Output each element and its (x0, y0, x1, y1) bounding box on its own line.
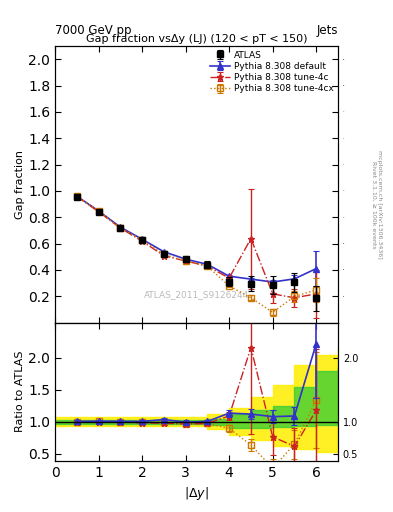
X-axis label: $|\Delta y|$: $|\Delta y|$ (184, 485, 209, 502)
Title: Gap fraction vsΔy (LJ) (120 < pT < 150): Gap fraction vsΔy (LJ) (120 < pT < 150) (86, 34, 307, 44)
Text: 7000 GeV pp: 7000 GeV pp (55, 24, 132, 37)
Text: ATLAS_2011_S9126244: ATLAS_2011_S9126244 (144, 290, 249, 300)
Y-axis label: Gap fraction: Gap fraction (15, 150, 25, 219)
Y-axis label: Ratio to ATLAS: Ratio to ATLAS (15, 351, 26, 433)
Legend: ATLAS, Pythia 8.308 default, Pythia 8.308 tune-4c, Pythia 8.308 tune-4cx: ATLAS, Pythia 8.308 default, Pythia 8.30… (208, 49, 335, 95)
Text: Rivet 3.1.10, ≥ 100k events: Rivet 3.1.10, ≥ 100k events (371, 161, 376, 249)
Text: Jets: Jets (316, 24, 338, 37)
Text: mcplots.cern.ch [arXiv:1306.3436]: mcplots.cern.ch [arXiv:1306.3436] (377, 151, 382, 259)
